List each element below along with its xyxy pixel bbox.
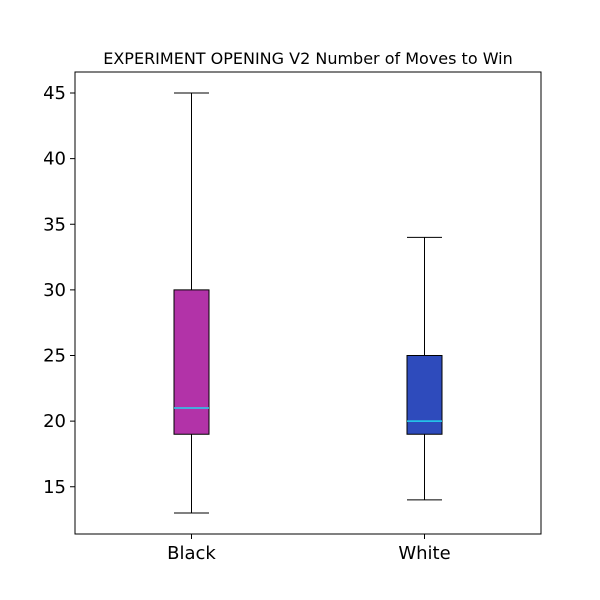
- plot-area: 15 20 25 30 35 40 45 Black White: [43, 71, 542, 564]
- chart-title: EXPERIMENT OPENING V2 Number of Moves to…: [103, 49, 513, 68]
- box-black: [173, 289, 210, 435]
- x-tick-label: White: [398, 543, 450, 564]
- plot-frame: [74, 71, 542, 535]
- y-tick-label: 45: [43, 83, 66, 104]
- y-tick-label: 20: [43, 411, 66, 432]
- y-tick-label: 35: [43, 214, 66, 235]
- y-tick-label: 40: [43, 149, 66, 170]
- y-tick-label: 30: [43, 280, 66, 301]
- y-tick-label: 25: [43, 346, 66, 367]
- box-white: [406, 355, 443, 435]
- y-tick-label: 15: [43, 477, 66, 498]
- x-tick-label: Black: [167, 543, 216, 564]
